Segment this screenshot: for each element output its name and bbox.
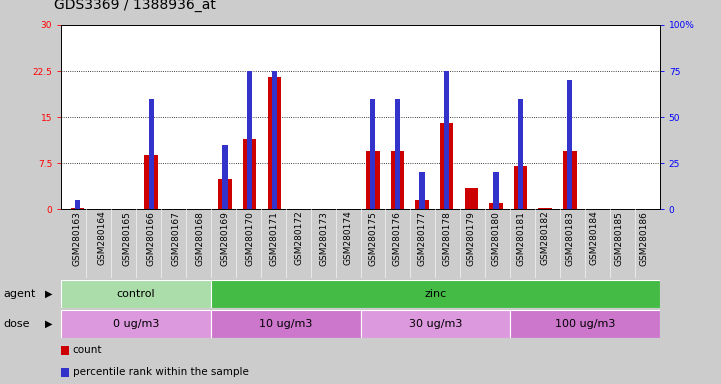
Bar xyxy=(464,188,478,209)
Bar xyxy=(489,203,503,209)
Bar xyxy=(360,310,510,338)
Bar xyxy=(243,139,257,209)
Text: 30 ug/m3: 30 ug/m3 xyxy=(409,319,462,329)
Text: control: control xyxy=(117,289,156,299)
Bar xyxy=(211,280,660,308)
Bar xyxy=(366,151,379,209)
Bar xyxy=(510,310,660,338)
Bar xyxy=(61,310,211,338)
Bar xyxy=(395,99,400,209)
Text: count: count xyxy=(73,345,102,355)
Text: ▶: ▶ xyxy=(45,289,53,299)
Bar xyxy=(211,310,360,338)
Text: 10 ug/m3: 10 ug/m3 xyxy=(259,319,312,329)
Bar xyxy=(493,172,498,209)
Bar xyxy=(71,208,84,209)
Bar xyxy=(267,77,281,209)
Bar xyxy=(563,151,577,209)
Bar xyxy=(518,99,523,209)
Bar xyxy=(415,200,429,209)
Bar xyxy=(61,367,69,377)
Bar xyxy=(567,80,572,209)
Bar xyxy=(539,208,552,209)
Bar xyxy=(440,123,454,209)
Bar xyxy=(61,346,69,355)
Text: ▶: ▶ xyxy=(45,319,53,329)
Text: dose: dose xyxy=(4,319,30,329)
Bar xyxy=(391,151,404,209)
Bar xyxy=(247,71,252,209)
Bar xyxy=(223,145,228,209)
Text: GDS3369 / 1388936_at: GDS3369 / 1388936_at xyxy=(54,0,216,12)
Bar xyxy=(420,172,425,209)
Text: agent: agent xyxy=(4,289,36,299)
Text: zinc: zinc xyxy=(424,289,446,299)
Text: 0 ug/m3: 0 ug/m3 xyxy=(113,319,159,329)
Bar xyxy=(514,166,527,209)
Bar xyxy=(61,280,211,308)
Bar xyxy=(218,179,232,209)
Text: 100 ug/m3: 100 ug/m3 xyxy=(554,319,615,329)
Bar xyxy=(272,71,277,209)
Bar xyxy=(144,155,158,209)
Bar xyxy=(75,200,80,209)
Text: percentile rank within the sample: percentile rank within the sample xyxy=(73,367,249,377)
Bar xyxy=(444,71,449,209)
Bar xyxy=(371,99,376,209)
Bar xyxy=(149,99,154,209)
